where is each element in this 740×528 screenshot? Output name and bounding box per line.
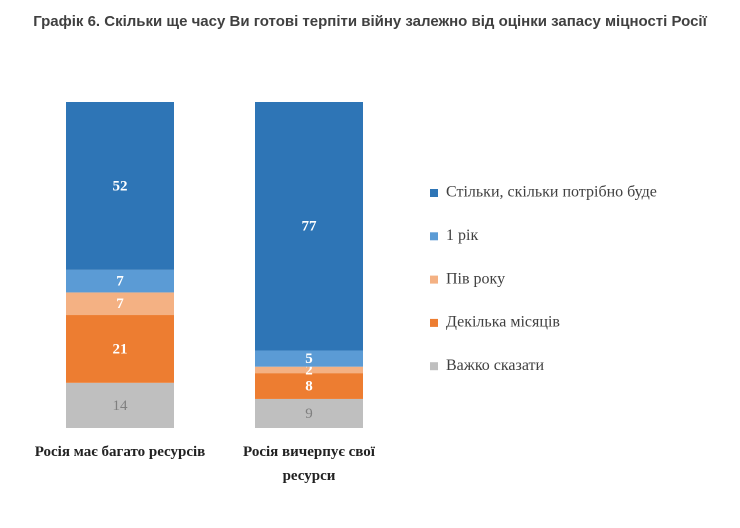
bar-segment [255,102,363,351]
data-label: 2 [305,362,313,378]
bar-segment [66,315,174,383]
chart-title: Графік 6. Скільки ще часу Ви готові терп… [33,13,707,30]
data-label: 9 [305,406,313,422]
data-label: 14 [113,398,129,414]
bar-segment [255,398,363,428]
bar-segment [255,366,363,374]
data-label: 7 [116,274,124,290]
data-label: 77 [302,219,318,235]
legend-swatch [430,318,438,327]
legend-label: 1 рік [446,227,478,244]
x-tick-label: Росія має багато ресурсів [34,444,206,460]
data-label: 52 [113,178,128,194]
bar-segment [255,373,363,399]
data-label: 5 [305,351,313,367]
legend-swatch [430,275,438,284]
bar-segment [66,269,174,293]
bar-segment [255,350,363,367]
bar-segment [66,292,174,316]
x-tick-label: Росія вичерпує свої ресурси [243,444,375,484]
data-label: 7 [116,296,124,312]
data-label: 8 [305,378,313,394]
legend-swatch [430,189,438,197]
bar-segment [66,382,174,428]
legend-label: Декілька місяців [446,314,560,331]
legend-label: Стільки, скільки потрібно буде [446,184,657,201]
bar-segment [66,102,174,270]
data-label: 21 [113,341,128,357]
legend-swatch [430,362,438,371]
legend-swatch [430,232,438,241]
legend-label: Важко сказати [446,357,545,374]
legend-label: Пів року [446,270,505,287]
